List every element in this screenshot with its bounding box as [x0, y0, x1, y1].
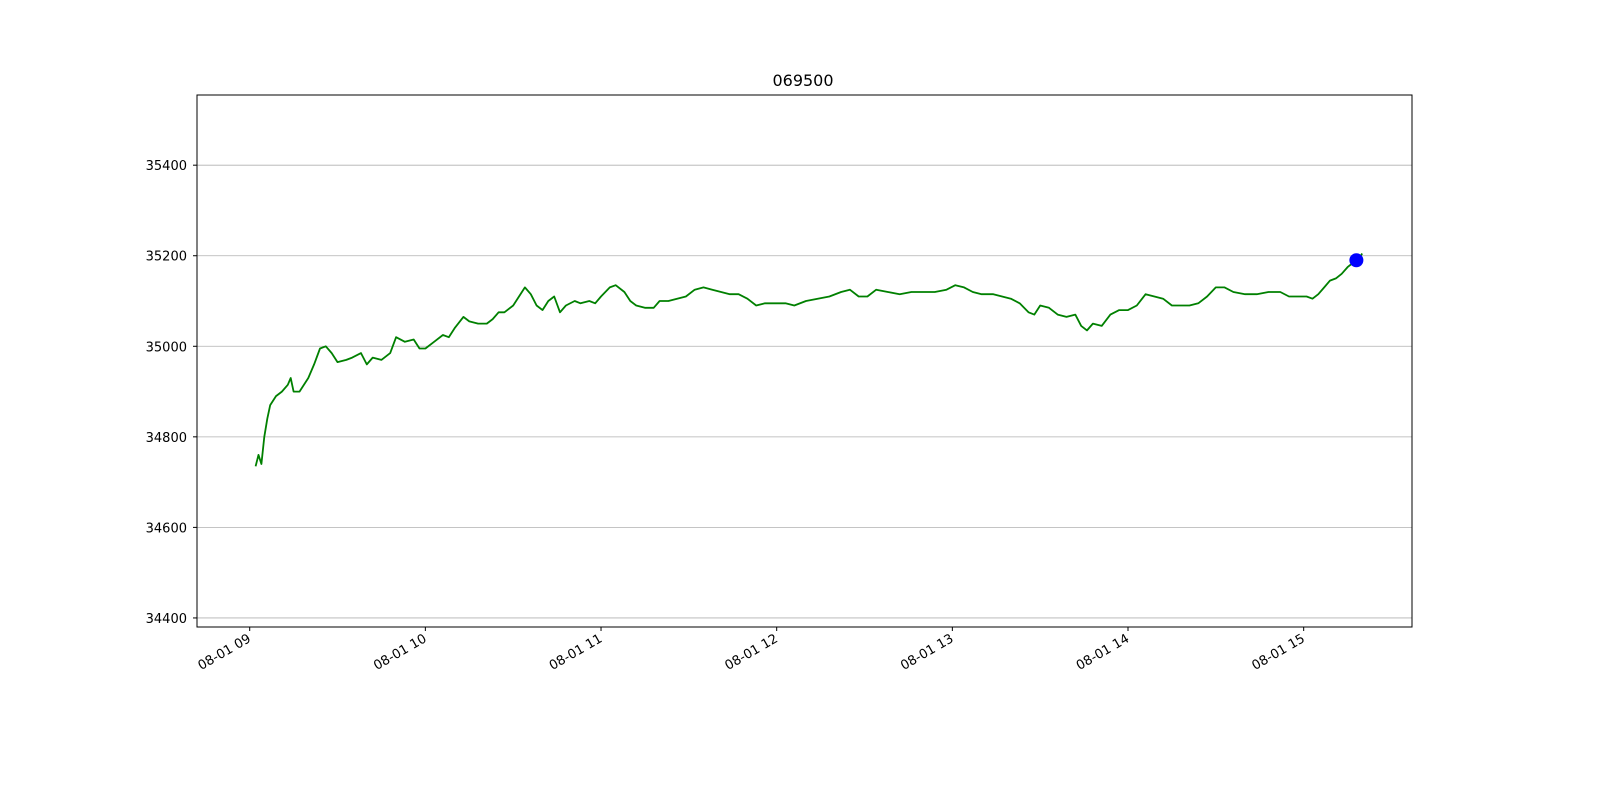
y-tick-label: 34600 [146, 521, 187, 536]
plot-frame [196, 94, 1413, 628]
chart-title: 069500 [772, 71, 833, 90]
x-tick-label: 08-01 12 [723, 631, 781, 673]
y-tick-label: 34400 [146, 612, 187, 627]
marker-layer [1349, 253, 1364, 268]
x-tick-label: 08-01 10 [371, 631, 429, 673]
y-tick-label: 34800 [146, 431, 187, 446]
y-gridlines [197, 164, 1412, 619]
x-tick-label: 08-01 13 [898, 631, 956, 673]
y-tick-label: 35000 [146, 340, 187, 355]
current-price-marker [1349, 253, 1364, 268]
x-tick-label: 08-01 14 [1074, 631, 1132, 673]
x-tick-label: 08-01 11 [547, 631, 605, 673]
x-tick-label: 08-01 09 [196, 631, 254, 673]
series-line-0 [254, 253, 1363, 467]
y-axis: 34400 34600 34800 35000 35200 35400 [146, 159, 197, 627]
x-tick-label: 08-01 15 [1250, 631, 1308, 673]
y-tick-label: 35200 [146, 250, 187, 265]
series-layer [254, 253, 1363, 467]
y-tick-label: 35400 [146, 159, 187, 174]
x-axis: 08-01 09 08-01 10 08-01 11 08-01 12 08-01 13… [196, 627, 1308, 674]
